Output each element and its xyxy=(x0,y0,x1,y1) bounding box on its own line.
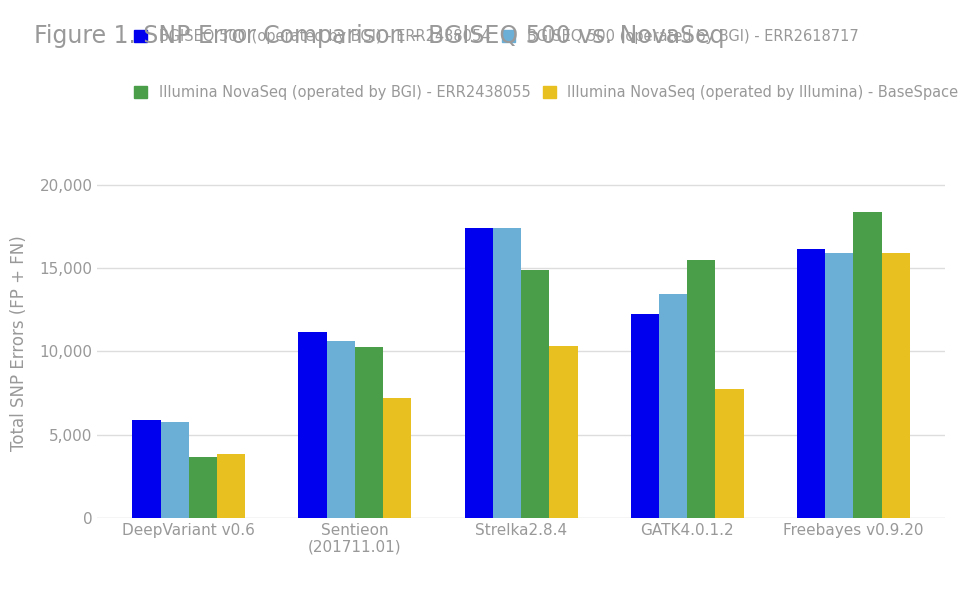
Bar xyxy=(189,457,217,518)
Bar xyxy=(797,249,825,518)
Bar xyxy=(493,228,521,518)
Legend: Illumina NovaSeq (operated by BGI) - ERR2438055, Illumina NovaSeq (operated by I: Illumina NovaSeq (operated by BGI) - ERR… xyxy=(134,85,958,100)
Text: Figure 1. SNP Error Comparison - BGISEQ 500 vs. NovaSeq: Figure 1. SNP Error Comparison - BGISEQ … xyxy=(34,24,725,48)
Bar xyxy=(355,347,383,518)
Bar xyxy=(881,253,910,518)
Bar xyxy=(659,294,688,518)
Bar xyxy=(161,422,189,518)
Bar xyxy=(549,347,578,518)
Bar xyxy=(383,398,411,518)
Bar xyxy=(825,252,853,518)
Bar xyxy=(326,341,355,518)
Y-axis label: Total SNP Errors (FP + FN): Total SNP Errors (FP + FN) xyxy=(11,235,28,451)
Bar xyxy=(298,332,326,518)
Bar xyxy=(521,270,549,518)
Bar xyxy=(688,260,716,518)
Bar xyxy=(853,212,881,518)
Bar xyxy=(716,389,744,518)
Bar xyxy=(132,420,161,518)
Bar xyxy=(217,454,245,518)
Bar xyxy=(465,228,493,518)
Bar xyxy=(631,314,659,518)
